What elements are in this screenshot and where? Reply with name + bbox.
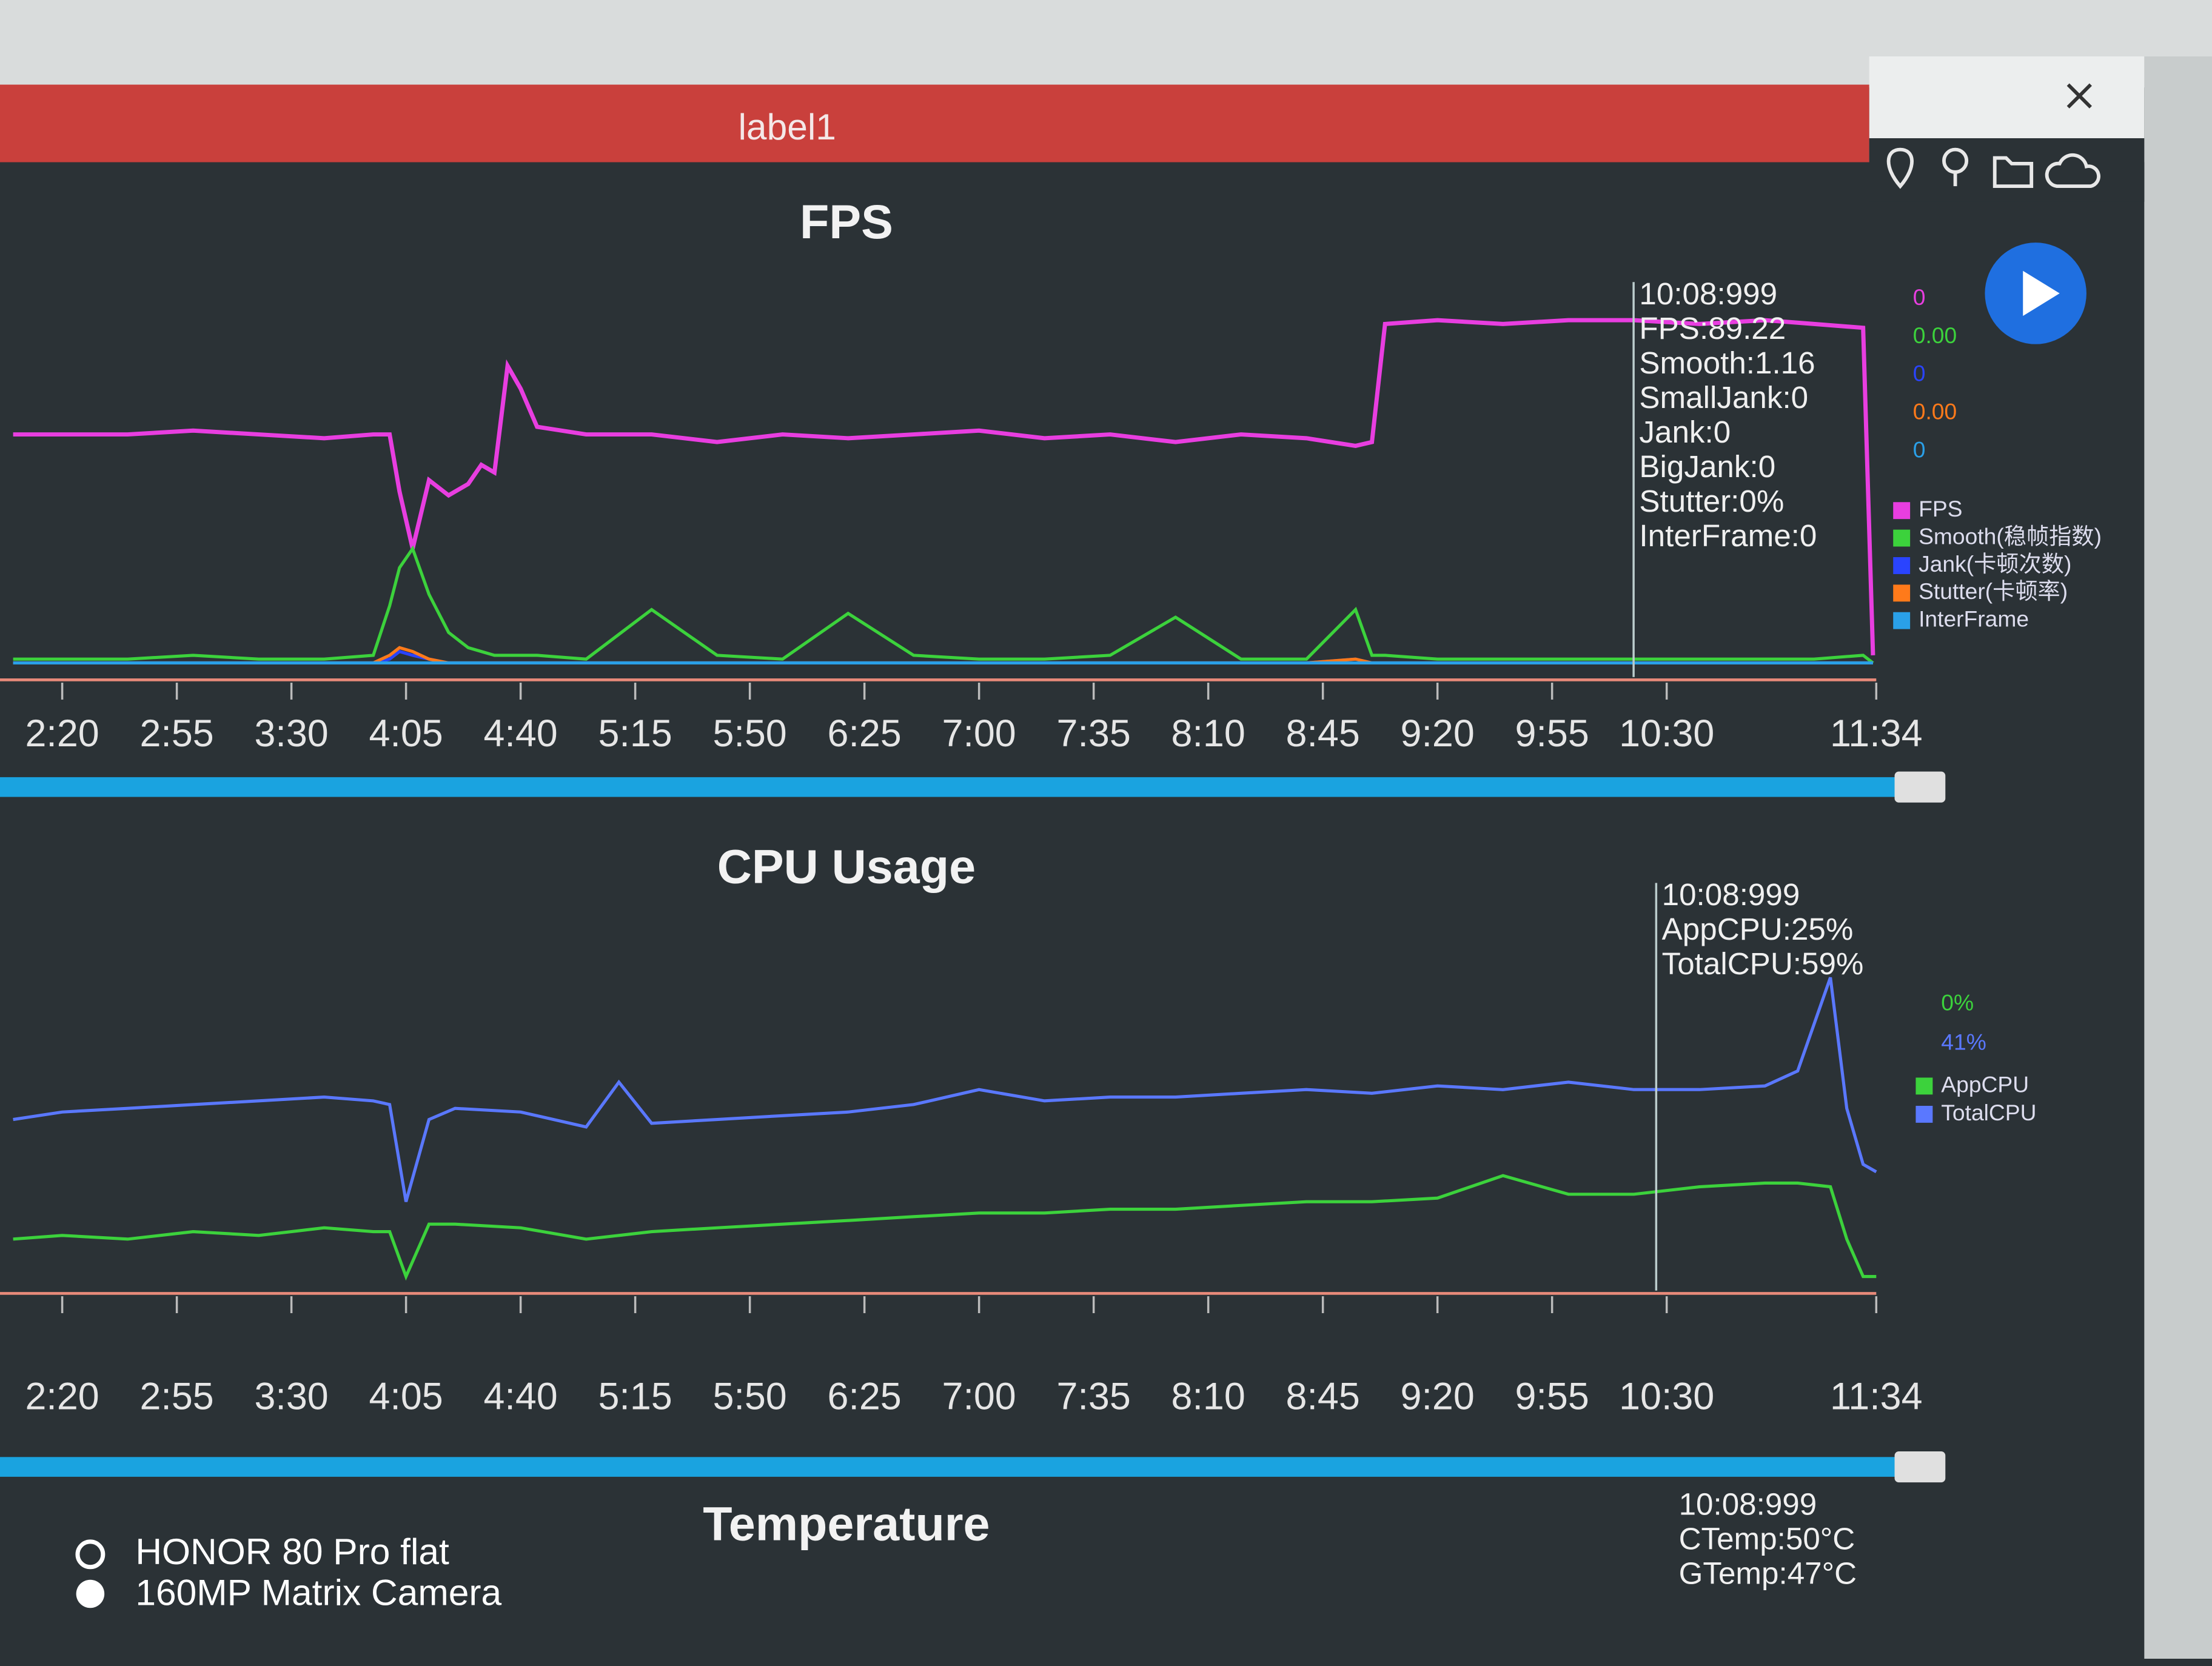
legend-label: AppCPU	[1941, 1071, 2029, 1097]
play-icon	[2023, 270, 2060, 316]
x-tick-label: 7:00	[942, 712, 1016, 755]
legend-label: Smooth(稳帧指数)	[1919, 523, 2102, 549]
watermark-icon	[75, 1539, 106, 1570]
x-tick-label: 8:45	[1286, 712, 1360, 755]
cloud-icon[interactable]	[2045, 153, 2100, 189]
pin-icon[interactable]	[1942, 147, 1969, 174]
current-value: 0	[1913, 361, 1926, 386]
x-tick-label: 9:55	[1515, 1376, 1589, 1418]
legend-label: FPS	[1919, 496, 1962, 521]
x-tick-label: 4:40	[484, 1376, 558, 1418]
tooltip-line: AppCPU:25%	[1662, 912, 1854, 946]
x-tick-label: 3:30	[254, 712, 328, 755]
chart-title: Temperature	[703, 1497, 990, 1551]
watermark-line: 160MP Matrix Camera	[135, 1571, 501, 1613]
x-tick-label: 5:50	[713, 1376, 787, 1418]
tooltip-line: FPS:89.22	[1639, 311, 1786, 346]
watermark-icon	[76, 1579, 105, 1608]
x-tick-label: 4:05	[369, 712, 443, 755]
window-frame	[0, 0, 2212, 88]
tooltip-line: BigJank:0	[1639, 449, 1775, 484]
title-bar	[0, 84, 1869, 162]
scrollbar	[0, 777, 1898, 797]
tooltip-line: Smooth:1.16	[1639, 346, 1815, 380]
tooltip-line: 10:08:999	[1662, 877, 1800, 912]
x-tick-label: 2:55	[139, 1376, 213, 1418]
tooltip-line: TotalCPU:59%	[1662, 946, 1864, 981]
x-tick-label: 6:25	[828, 712, 902, 755]
tooltip-line: GTemp:47°C	[1679, 1556, 1857, 1590]
x-tick-label: 3:30	[254, 1376, 328, 1418]
location-icon[interactable]	[1886, 147, 1914, 189]
x-tick-label: 6:25	[828, 1376, 902, 1418]
legend-swatch	[1893, 529, 1911, 547]
legend-label: Jank(卡顿次数)	[1919, 551, 2071, 577]
legend-swatch	[1893, 584, 1911, 602]
x-tick-label: 7:35	[1057, 1376, 1131, 1418]
watermark-line: HONOR 80 Pro flat	[135, 1531, 449, 1572]
current-value: 0.00	[1913, 323, 1957, 348]
scroll-handle	[1894, 1451, 1946, 1483]
tooltip-line: SmallJank:0	[1639, 380, 1808, 415]
tooltip-line: 10:08:999	[1679, 1487, 1817, 1521]
x-tick-label: 9:20	[1401, 712, 1475, 755]
legend-swatch	[1893, 612, 1911, 629]
legend-swatch	[1893, 502, 1911, 520]
tooltip-line: Jank:0	[1639, 415, 1731, 449]
x-tick-label: 10:30	[1619, 1376, 1714, 1418]
current-value: 0%	[1941, 989, 1974, 1015]
x-tick-label: 5:15	[598, 1376, 672, 1418]
current-value: 0	[1913, 284, 1926, 310]
x-tick-label: 8:45	[1286, 1376, 1360, 1418]
x-tick-label: 2:20	[25, 1376, 99, 1418]
x-tick-label: 4:40	[484, 712, 558, 755]
x-tick-label: 10:30	[1619, 712, 1714, 755]
legend-label: Stutter(卡顿率)	[1919, 578, 2068, 604]
tooltip-line: CTemp:50°C	[1679, 1521, 1855, 1556]
legend-swatch	[1915, 1077, 1933, 1095]
tooltip-line: InterFrame:0	[1639, 518, 1817, 553]
x-tick-label: 9:55	[1515, 712, 1589, 755]
current-value: 0.00	[1913, 399, 1957, 424]
x-tick-label: 2:55	[139, 712, 213, 755]
window-edge	[2144, 56, 2212, 1659]
scrollbar	[0, 1457, 1898, 1477]
x-tick-label: 7:00	[942, 1376, 1016, 1418]
x-tick-label: 9:20	[1401, 1376, 1475, 1418]
x-tick-label: 4:05	[369, 1376, 443, 1418]
x-tick-label: 7:35	[1057, 712, 1131, 755]
x-tick-label: 5:15	[598, 712, 672, 755]
series-line	[13, 545, 1874, 664]
x-tick-label: 11:34	[1830, 1376, 1922, 1418]
x-tick-label: 11:34	[1830, 712, 1922, 755]
x-tick-label: 8:10	[1171, 1376, 1245, 1418]
legend-label: TotalCPU	[1941, 1100, 2036, 1125]
folder-icon[interactable]	[1992, 156, 2034, 189]
legend-swatch	[1893, 557, 1911, 574]
toolbar-icons	[1886, 147, 2100, 189]
tooltip-line: Stutter:0%	[1639, 484, 1784, 518]
current-value: 41%	[1941, 1029, 1986, 1054]
window-title: label1	[739, 106, 836, 147]
chart-title: CPU Usage	[717, 839, 976, 893]
legend-swatch	[1915, 1106, 1933, 1123]
chart-title: FPS	[800, 195, 893, 249]
scroll-handle	[1894, 771, 1946, 803]
x-tick-label: 8:10	[1171, 712, 1245, 755]
legend-label: InterFrame	[1919, 606, 2029, 632]
x-tick-label: 2:20	[25, 712, 99, 755]
x-tick-label: 5:50	[713, 712, 787, 755]
close-button[interactable]	[2066, 83, 2092, 109]
series-line	[13, 977, 1877, 1202]
tooltip-line: 10:08:999	[1639, 276, 1777, 311]
current-value: 0	[1913, 437, 1926, 462]
series-line	[13, 1174, 1877, 1281]
series-line	[13, 318, 1875, 656]
